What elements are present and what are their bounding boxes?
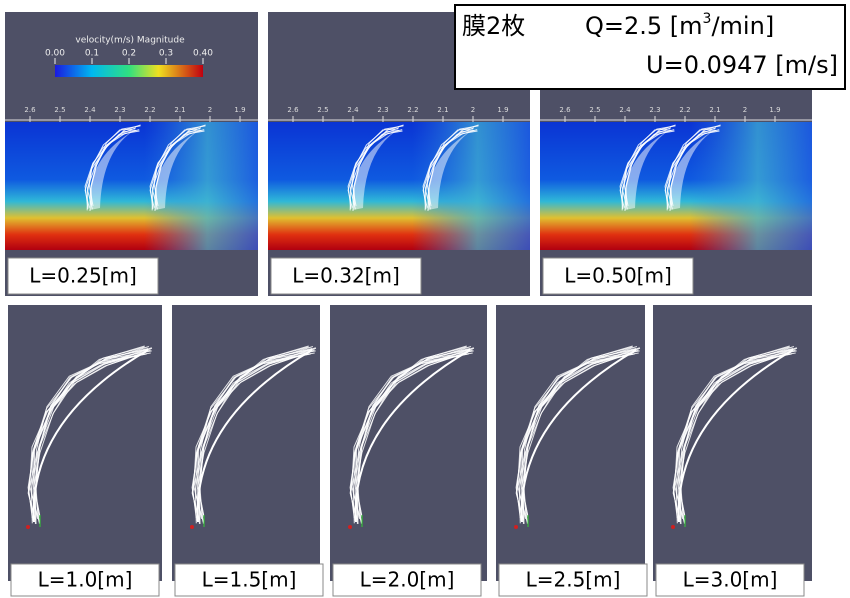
- colorbar: [55, 65, 203, 77]
- ruler-label: 2.6: [559, 106, 571, 114]
- ruler-label: 2.4: [347, 106, 359, 114]
- panel: [496, 305, 645, 581]
- ruler-label: 2.3: [649, 106, 660, 114]
- ruler-label: 2.3: [377, 106, 388, 114]
- colorbar-tick-label: 0.1: [85, 49, 99, 59]
- ruler-label: 1.9: [234, 106, 245, 114]
- ruler-label: 2.6: [24, 106, 36, 114]
- ruler-label: 2.4: [84, 106, 96, 114]
- flow-field: [5, 122, 258, 250]
- colorbar-tick-label: 0.3: [159, 49, 173, 59]
- panel: [330, 305, 487, 581]
- ruler-label: 2.3: [114, 106, 125, 114]
- axis-marker: [514, 525, 518, 529]
- panel-label: L=0.25[m]: [29, 264, 137, 288]
- ruler-label: 2.2: [144, 106, 155, 114]
- ruler-label: 2.2: [679, 106, 690, 114]
- ruler-label: 2: [208, 106, 212, 114]
- axis-marker: [348, 525, 352, 529]
- panels: 2.6 2.5 2.4 2.3 2.2 2.1 2 1.9 L=0.25[m] 2.6 2.5 2.4…: [5, 12, 812, 596]
- colorbar-tick-label: 0.00: [45, 49, 65, 59]
- flow-rate-sup: 3: [703, 11, 712, 27]
- axis-marker: [190, 525, 194, 529]
- velocity: U=0.0947 [m/s]: [646, 51, 838, 79]
- ruler-label: 2.1: [174, 106, 185, 114]
- colorbar-tick-label: 0.2: [122, 49, 136, 59]
- panel-label: L=0.50[m]: [564, 264, 672, 288]
- panel-label: L=1.0[m]: [38, 568, 133, 592]
- ruler-label: 1.9: [769, 106, 780, 114]
- ruler-label: 2.4: [619, 106, 631, 114]
- colorbar-title: velocity(m/s) Magnitude: [75, 36, 185, 46]
- flow-rate: Q=2.5 [m3/min]: [585, 11, 774, 40]
- panel: [8, 305, 162, 581]
- axis-marker: [26, 525, 30, 529]
- panel: [172, 305, 320, 581]
- membrane-count: 膜2枚: [462, 12, 525, 40]
- panel-label: L=2.5[m]: [526, 568, 621, 592]
- ruler-label: 2.6: [287, 106, 299, 114]
- ruler-label: 1.9: [497, 106, 508, 114]
- panel-label: L=2.0[m]: [360, 568, 455, 592]
- ruler-label: 2.5: [54, 106, 65, 114]
- flow-rate-text: Q=2.5 [m: [585, 12, 703, 40]
- panel-label: L=0.32[m]: [292, 264, 400, 288]
- ruler-label: 2.1: [709, 106, 720, 114]
- ruler-label: 2.5: [317, 106, 328, 114]
- panel-label: L=3.0[m]: [683, 568, 778, 592]
- flow-rate-text: /min]: [711, 12, 774, 40]
- colorbar-tick-label: 0.40: [193, 49, 213, 59]
- axis-marker: [671, 525, 675, 529]
- figure: 2.6 2.5 2.4 2.3 2.2 2.1 2 1.9 L=0.25[m] 2.6 2.5 2.4…: [0, 0, 850, 598]
- ruler-label: 2.1: [437, 106, 448, 114]
- flow-field: [268, 122, 530, 250]
- ruler-label: 2.5: [589, 106, 600, 114]
- ruler-label: 2.2: [407, 106, 418, 114]
- ruler-label: 2: [743, 106, 747, 114]
- divider: [260, 20, 267, 296]
- panel-label: L=1.5[m]: [202, 568, 297, 592]
- ruler-label: 2: [471, 106, 475, 114]
